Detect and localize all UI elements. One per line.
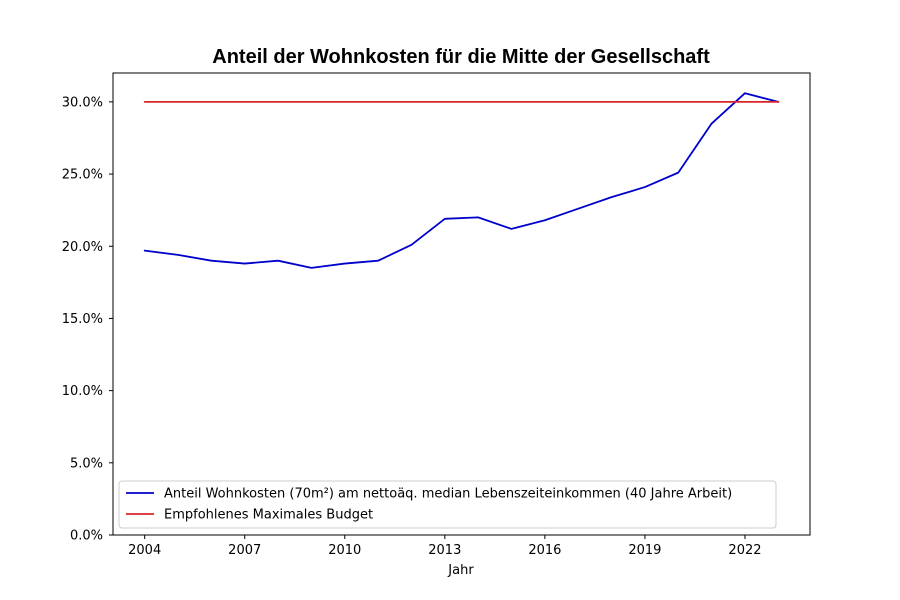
chart-title: Anteil der Wohnkosten für die Mitte der … xyxy=(212,46,710,68)
y-tick-label: 30.0% xyxy=(62,95,103,110)
plot-frame xyxy=(112,72,811,536)
y-tick-label: 15.0% xyxy=(62,312,103,327)
x-tick-label: 2016 xyxy=(528,543,561,558)
x-tick-label: 2013 xyxy=(428,543,461,558)
x-tick-label: 2010 xyxy=(328,543,361,558)
x-tick-label: 2022 xyxy=(728,543,761,558)
y-tick-label: 25.0% xyxy=(62,168,103,183)
y-tick-label: 20.0% xyxy=(62,240,103,255)
legend-label: Empfohlenes Maximales Budget xyxy=(164,508,373,523)
series-lines xyxy=(143,92,780,269)
y-tick-label: 10.0% xyxy=(62,384,103,399)
x-axis-ticks: 2004 2007 2010 2013 2016 2019 2022 xyxy=(128,535,762,558)
series-line-1 xyxy=(143,92,780,269)
x-tick-label: 2019 xyxy=(628,543,661,558)
x-tick-label: 2004 xyxy=(128,543,161,558)
y-tick-label: 0.0% xyxy=(70,529,103,544)
x-tick-label: 2007 xyxy=(228,543,261,558)
x-axis-label: Jahr xyxy=(447,563,474,578)
legend-label: Anteil Wohnkosten (70m²) am nettoäq. med… xyxy=(164,487,732,502)
y-tick-label: 5.0% xyxy=(70,456,103,471)
legend-box xyxy=(118,480,777,529)
y-axis-ticks: 0.0% 5.0% 10.0% 15.0% 20.0% 25.0% 30.0% xyxy=(62,95,113,544)
legend: Anteil Wohnkosten (70m²) am nettoäq. med… xyxy=(118,480,777,529)
